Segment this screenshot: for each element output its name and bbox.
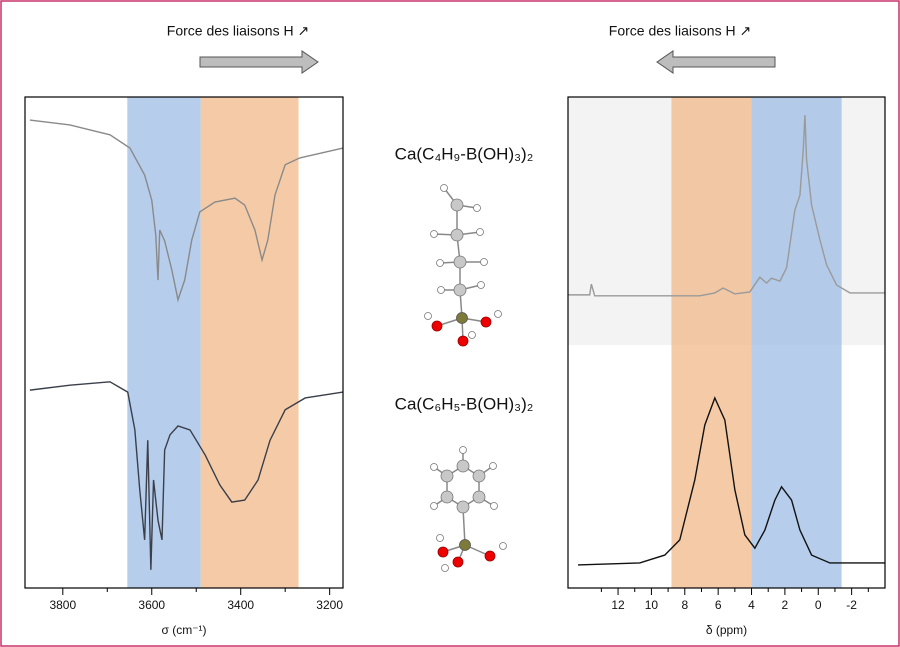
- x-tick-label: 3400: [227, 598, 254, 612]
- header: Force des liaisons H ↗: [167, 23, 309, 39]
- figure: Ca(C₄H₉-B(OH)₃)₂ Ca(C₆H₅-B(OH)₃)₂ 3800 36…: [0, 0, 900, 647]
- band: [127, 97, 200, 588]
- x-tick-label: 6: [715, 598, 722, 612]
- x-tick-label: 2: [782, 598, 789, 612]
- molecule-label: Ca(C₄H₉-B(OH)₃)₂: [395, 144, 534, 163]
- x-tick-label: 3800: [49, 598, 76, 612]
- molecule-butyl: [425, 185, 502, 347]
- x-axis-label: σ (cm⁻¹): [161, 623, 206, 637]
- arrow-right: [200, 51, 318, 73]
- band: [671, 97, 751, 588]
- molecule-phenyl: [431, 447, 507, 572]
- x-tick-label: 8: [681, 598, 688, 612]
- x-tick-label: 0: [815, 598, 822, 612]
- x-axis-label: δ (ppm): [706, 623, 747, 637]
- x-tick-label: -2: [846, 598, 857, 612]
- arrow-left: [657, 51, 775, 73]
- x-tick-label: 3600: [138, 598, 165, 612]
- header: Force des liaisons H ↗: [609, 23, 751, 39]
- x-tick-label: 3200: [316, 598, 343, 612]
- x-tick-label: 10: [645, 598, 659, 612]
- band: [752, 97, 842, 588]
- x-tick-label: 4: [748, 598, 755, 612]
- molecule-label: Ca(C₆H₅-B(OH)₃)₂: [395, 394, 534, 413]
- x-tick-label: 12: [611, 598, 625, 612]
